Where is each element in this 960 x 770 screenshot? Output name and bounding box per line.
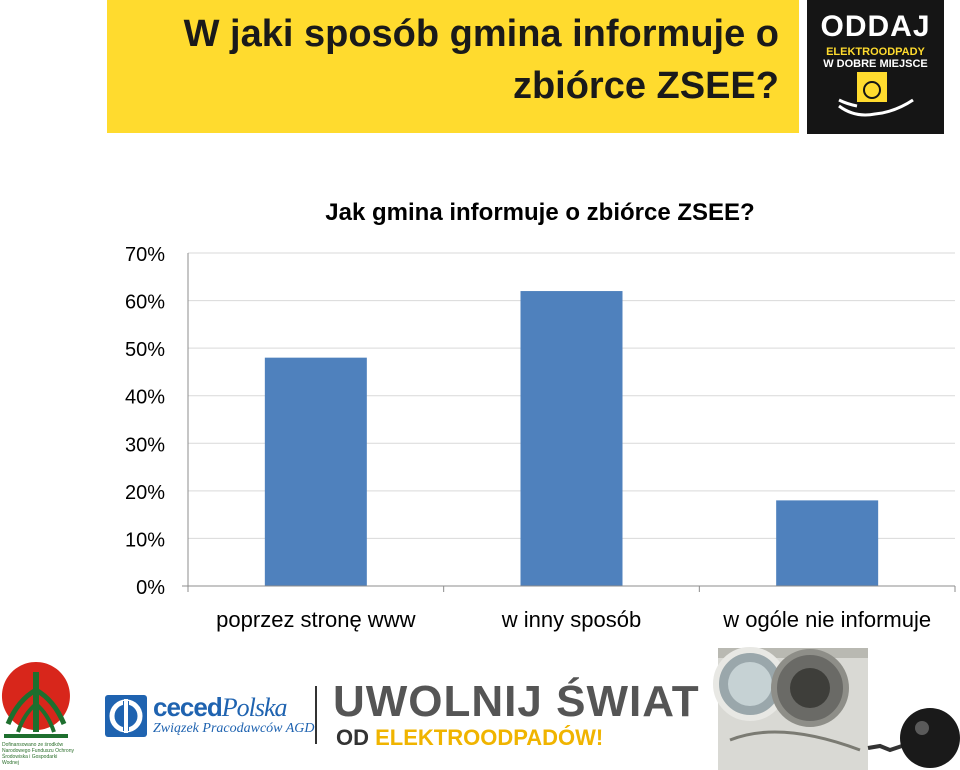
ceced-country: Polska [221, 693, 288, 722]
bar [520, 291, 623, 586]
y-tick-label: 0% [136, 577, 165, 599]
chart-title: Jak gmina informuje o zbiórce ZSEE? [325, 199, 754, 226]
bar [776, 500, 879, 586]
washer-hand-icon [838, 72, 914, 117]
x-tick-label: w inny sposób [501, 607, 641, 632]
page-title-line2: zbiórce ZSEE? [512, 65, 779, 107]
nfos-logo [1, 662, 70, 738]
footer-divider [315, 686, 317, 744]
bar-chart: Jak gmina informuje o zbiórce ZSEE? 0% 10… [125, 199, 956, 632]
y-tick-label: 70% [125, 244, 165, 266]
y-axis-ticks: 0% 10% 20% 30% 40% 50% 60% 70% [125, 244, 165, 599]
chart-bars [264, 291, 879, 586]
page-title: W jaki sposób gmina informuje o zbiórce … [139, 8, 779, 112]
ceced-subtitle: Związek Pracodawców AGD [153, 721, 315, 736]
y-tick-label: 60% [125, 292, 165, 314]
ceced-name: cecedPolska [153, 693, 287, 722]
nfos-funding-text: Dofinansowano ze środków Narodowego Fund… [2, 742, 74, 766]
x-tick-label: w ogóle nie informuje [722, 607, 931, 632]
ceced-logo: cecedPolska Związek Pracodawców AGD [105, 693, 315, 741]
y-tick-label: 20% [125, 482, 165, 504]
y-tick-label: 30% [125, 434, 165, 456]
washing-machine-ball-and-chain-image [713, 647, 960, 770]
ceced-word: ceced [153, 692, 223, 722]
bar [264, 357, 367, 586]
campaign-subtitle-el: ELEKTROODPADÓW! [375, 725, 604, 750]
page-title-line1: W jaki sposób gmina informuje o [183, 13, 779, 55]
x-axis-labels: poprzez stronę www w inny sposób w ogóle n… [216, 607, 931, 632]
y-tick-label: 40% [125, 387, 165, 409]
oddaj-logo-sub1: ELEKTROODPADY [826, 46, 925, 58]
campaign-subtitle: OD ELEKTROODPADÓW! [336, 726, 603, 750]
campaign-title: UWOLNIJ ŚWIAT [333, 677, 700, 726]
chart-axes [182, 253, 956, 592]
y-tick-label: 10% [125, 529, 165, 551]
x-tick-label: poprzez stronę www [216, 607, 415, 632]
campaign-subtitle-od: OD [336, 725, 369, 750]
title-banner: W jaki sposób gmina informuje o zbiórce … [107, 0, 799, 133]
oddaj-logo: ODDAJ ELEKTROODPADY W DOBRE MIEJSCE [807, 0, 944, 134]
ceced-mark-icon [105, 695, 147, 737]
oddaj-logo-word: ODDAJ [820, 10, 931, 43]
y-tick-label: 50% [125, 339, 165, 361]
oddaj-logo-sub2: W DOBRE MIEJSCE [823, 58, 928, 70]
